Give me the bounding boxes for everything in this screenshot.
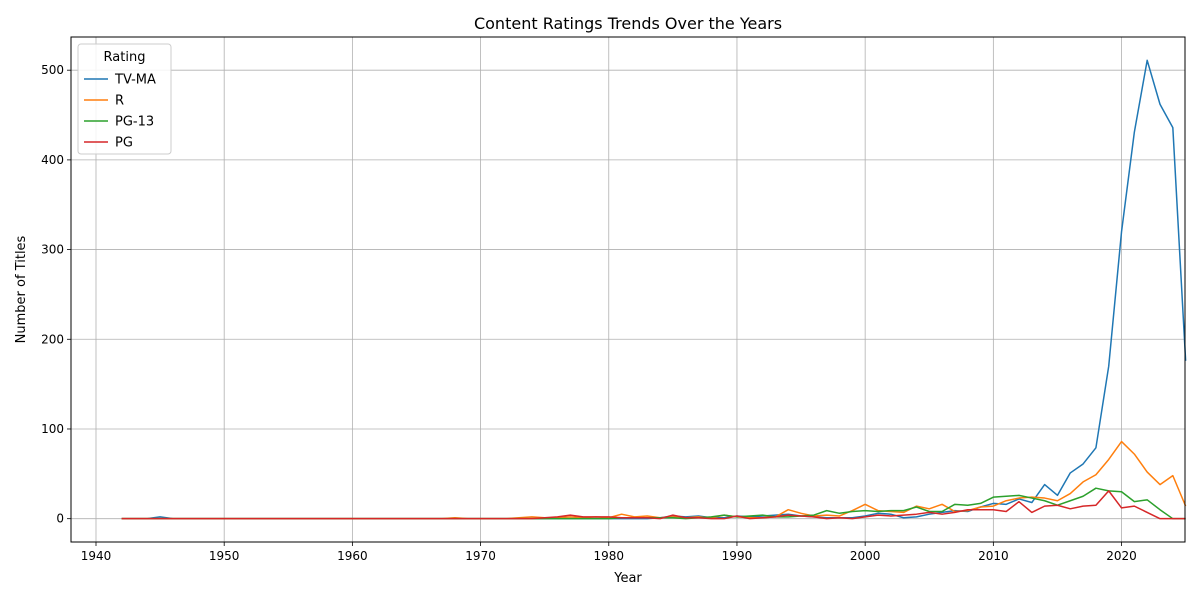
legend-label-pg-13: PG-13 (115, 115, 154, 130)
x-tick-label: 2020 (1106, 549, 1137, 563)
legend-box (77, 43, 172, 155)
grid (71, 37, 1185, 542)
axis-ticks: 1940 1950 1960 1970 1980 1990 2000 2010 2020 0 100… (41, 63, 1137, 563)
y-tick-label: 200 (41, 332, 64, 346)
series-lines (121, 59, 1187, 520)
legend-title: Rating (104, 50, 146, 65)
y-tick-label: 0 (56, 512, 64, 526)
y-axis-label: Number of Titles (14, 235, 29, 343)
x-tick-label: 1980 (593, 549, 624, 563)
x-tick-label: 2010 (978, 549, 1009, 563)
plot-frame (70, 36, 1186, 543)
legend-label-r: R (115, 94, 124, 109)
y-tick-label: 400 (41, 153, 64, 167)
x-tick-label: 1940 (81, 549, 112, 563)
y-tick-label: 500 (41, 63, 64, 77)
legend-entries: TV-MA R PG-13 PG (84, 73, 156, 151)
legend: Rating TV-MA R PG-13 PG (77, 43, 172, 155)
x-tick-label: 2000 (850, 549, 881, 563)
legend-label-tv-ma: TV-MA (114, 73, 156, 88)
chart-title: Content Ratings Trends Over the Years (474, 14, 782, 33)
x-tick-label: 1990 (722, 549, 753, 563)
x-tick-label: 1950 (209, 549, 240, 563)
x-tick-label: 1960 (337, 549, 368, 563)
y-tick-label: 300 (41, 243, 64, 257)
series-line-pg (121, 490, 1186, 520)
legend-label-pg: PG (115, 136, 133, 151)
x-tick-label: 1970 (465, 549, 496, 563)
y-tick-label: 100 (41, 422, 64, 436)
x-axis-label: Year (613, 571, 642, 586)
